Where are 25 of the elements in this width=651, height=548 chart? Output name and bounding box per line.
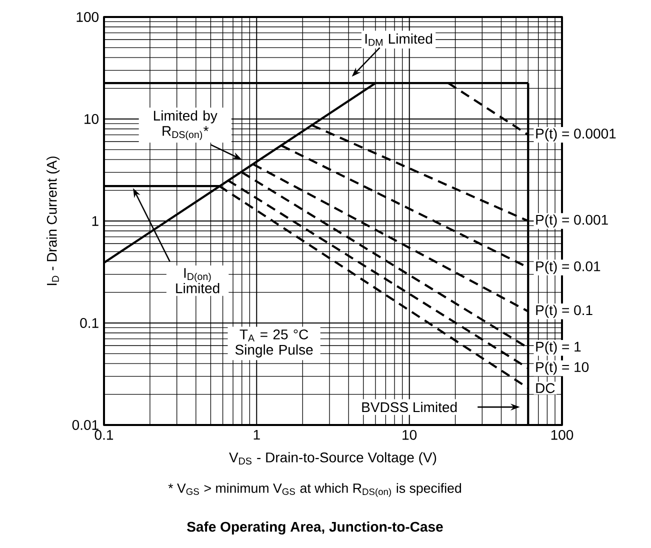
y-tick-label: 1 [92, 216, 98, 226]
y-tick-label: 0.1 [80, 318, 98, 328]
x-tick-label: 1 [254, 430, 260, 440]
y-axis-title: I$_{D}$ - Drain Current (A) [46, 156, 60, 286]
annotation: BVDSS Limited [362, 402, 457, 412]
series-label: P(t) = 1 [536, 341, 581, 354]
x-axis-title: V$_{DS}$ - Drain-to-Source Voltage (V) [229, 452, 436, 466]
annotation: I$_{D(on)}$ Limited [176, 268, 220, 294]
series-label: DC [536, 383, 555, 394]
y-tick-label: 10 [84, 114, 99, 124]
series-label: P(t) = 0.001 [536, 214, 608, 228]
series-label: P(t) = 0.0001 [536, 128, 616, 142]
y-tick-label: 100 [76, 12, 99, 22]
x-tick-label: 10 [402, 430, 417, 440]
x-tick-label: 100 [551, 430, 574, 440]
annotation: Limited by R$_{DS(on)}$* [154, 110, 218, 140]
series-label: P(t) = 0.01 [536, 260, 600, 274]
text: Safe Operating Area, Junction-to-Case [187, 521, 443, 535]
series-label: P(t) = 0.1 [536, 304, 592, 318]
text: * V$_{GS}$ > minimum V$_{GS}$ at which R$_{DS(on)}$ is specified [168, 483, 462, 497]
annotation: T$_{A}$ = 25 °C Single Pulse [235, 329, 313, 358]
x-tick-label: 0.1 [94, 430, 114, 440]
series-label: P(t) = 10 [536, 362, 589, 375]
annotation: I$_{DM}$ Limited [365, 33, 432, 46]
y-tick-label: 0.01 [72, 420, 98, 430]
